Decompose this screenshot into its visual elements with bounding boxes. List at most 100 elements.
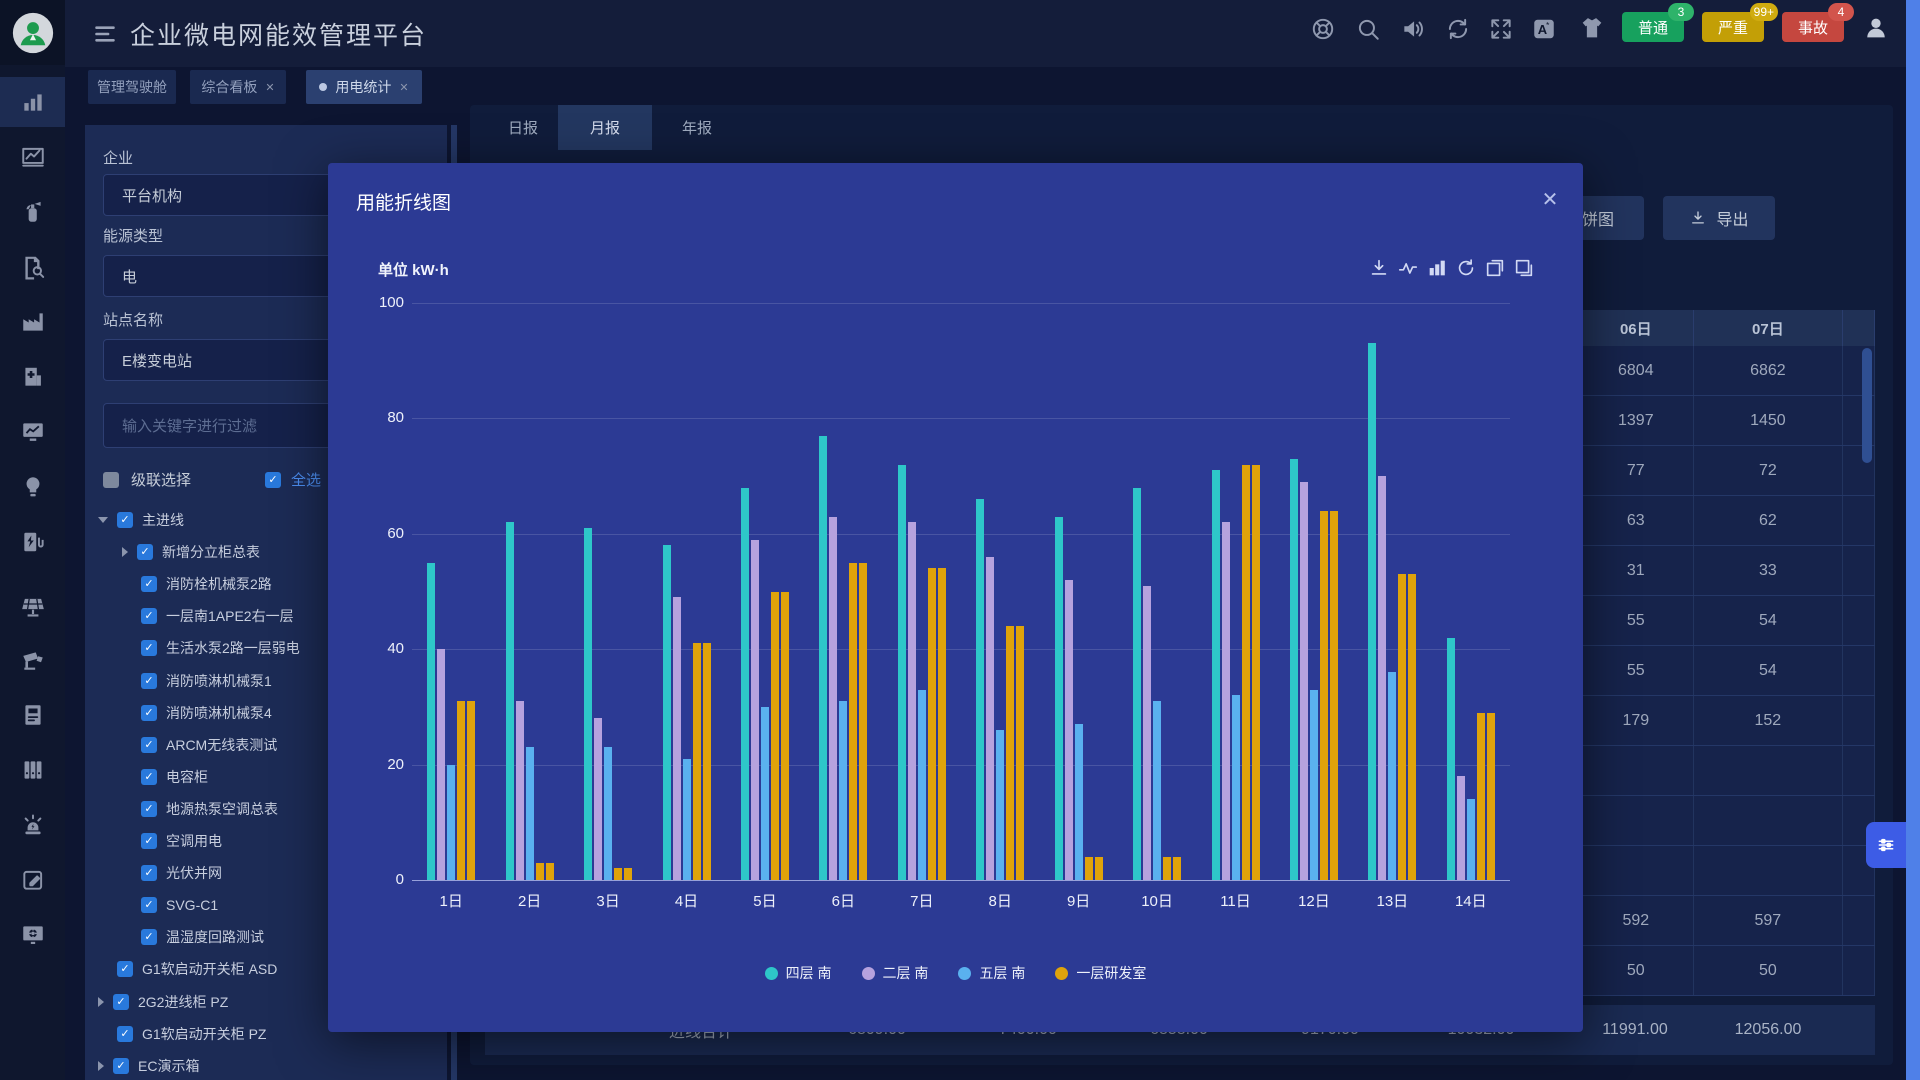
export-button[interactable]: 导出 <box>1663 196 1775 240</box>
sidebar-item-edit-pen[interactable] <box>0 855 65 905</box>
bar-二层 南-4日[interactable] <box>672 597 681 880</box>
tree-checkbox[interactable]: ✓ <box>141 576 157 593</box>
tree-checkbox[interactable]: ✓ <box>141 897 157 914</box>
cascade-checkbox-row[interactable]: ✓ 级联选择 <box>103 469 191 490</box>
bar-二层 南-11日[interactable] <box>1221 522 1230 880</box>
table-row[interactable]: 50 50 <box>1579 946 1875 996</box>
tab-yearly-report[interactable]: 年报 <box>664 105 730 150</box>
bar-一层研发室-6日[interactable] <box>849 562 858 880</box>
tree-item[interactable]: ✓ 生活水泵2路一层弱电 <box>122 632 300 664</box>
speaker-icon[interactable] <box>1400 16 1426 42</box>
sidebar-item-factory[interactable] <box>0 297 65 347</box>
bar-四层 南-14日[interactable] <box>1446 637 1455 880</box>
bar-四层 南-8日[interactable] <box>976 499 985 880</box>
table-row[interactable] <box>1579 846 1875 896</box>
tree-item[interactable]: ✓ 消防喷淋机械泵1 <box>122 665 272 697</box>
bar-一层研发室-13日[interactable] <box>1408 574 1417 880</box>
table-scrollbar[interactable] <box>1862 348 1872 463</box>
bar-一层研发室-13日[interactable] <box>1398 574 1407 880</box>
table-row[interactable] <box>1579 796 1875 846</box>
tree-expand-icon[interactable] <box>122 547 128 558</box>
bar-五层 南-4日[interactable] <box>682 758 691 880</box>
chart-line-toggle-icon[interactable] <box>1397 257 1419 279</box>
bar-五层 南-2日[interactable] <box>525 747 534 880</box>
tree-item[interactable]: ✓ 2G2进线柜 PZ <box>98 986 228 1018</box>
bar-二层 南-8日[interactable] <box>986 556 995 880</box>
breadcrumb-overview[interactable]: 综合看板 ✕ <box>190 70 286 104</box>
bar-一层研发室-1日[interactable] <box>467 701 476 880</box>
theme-shirt-icon[interactable] <box>1578 14 1606 42</box>
bar-四层 南-3日[interactable] <box>584 528 593 880</box>
bar-二层 南-7日[interactable] <box>907 522 916 880</box>
sidebar-item-binders[interactable] <box>0 745 65 795</box>
bar-二层 南-5日[interactable] <box>750 539 759 880</box>
alarm-accident-button[interactable]: 事故 4 <box>1782 3 1854 42</box>
sidebar-item-bar-chart[interactable] <box>0 77 65 127</box>
bar-一层研发室-7日[interactable] <box>927 568 936 880</box>
legend-item[interactable]: 五层 南 <box>958 963 1025 983</box>
bar-四层 南-7日[interactable] <box>897 464 906 880</box>
tree-expand-icon[interactable] <box>98 996 104 1007</box>
tree-item[interactable]: ✓ ARCM无线表测试 <box>122 729 277 761</box>
bar-二层 南-12日[interactable] <box>1299 481 1308 880</box>
bar-四层 南-12日[interactable] <box>1289 458 1298 880</box>
tree-item[interactable]: ✓ 电容柜 <box>122 761 208 793</box>
sidebar-item-cctv-camera[interactable] <box>0 635 65 685</box>
select-all-row[interactable]: ✓ 全选 <box>265 469 321 490</box>
legend-item[interactable]: 二层 南 <box>861 963 928 983</box>
translate-icon[interactable]: A * <box>1531 16 1557 42</box>
bar-四层 南-9日[interactable] <box>1054 516 1063 880</box>
menu-collapse-icon[interactable] <box>92 21 118 47</box>
bar-一层研发室-14日[interactable] <box>1486 712 1495 880</box>
bar-五层 南-13日[interactable] <box>1388 672 1397 880</box>
bar-二层 南-9日[interactable] <box>1064 579 1073 880</box>
bar-二层 南-3日[interactable] <box>594 718 603 880</box>
tree-checkbox[interactable]: ✓ <box>141 768 157 785</box>
user-icon[interactable] <box>1862 14 1890 42</box>
tree-item[interactable]: ✓ 消防喷淋机械泵4 <box>122 697 272 729</box>
bar-二层 南-13日[interactable] <box>1378 476 1387 880</box>
bar-四层 南-1日[interactable] <box>427 562 436 880</box>
sidebar-item-hospital-building[interactable] <box>0 352 65 402</box>
bar-一层研发室-4日[interactable] <box>692 643 701 880</box>
bar-五层 南-3日[interactable] <box>604 747 613 880</box>
table-row[interactable]: 63 62 <box>1579 496 1875 546</box>
bar-一层研发室-8日[interactable] <box>1006 626 1015 880</box>
bar-五层 南-8日[interactable] <box>996 729 1005 880</box>
bar-一层研发室-7日[interactable] <box>937 568 946 880</box>
col-header-06[interactable]: 06日 <box>1579 310 1694 346</box>
bar-五层 南-5日[interactable] <box>760 706 769 880</box>
tree-checkbox[interactable]: ✓ <box>141 800 157 817</box>
tree-item[interactable]: ✓ G1软启动开关柜 PZ <box>98 1018 266 1050</box>
bar-一层研发室-10日[interactable] <box>1173 856 1182 880</box>
alarm-normal-button[interactable]: 普通 3 <box>1622 3 1694 42</box>
alarm-severe-button[interactable]: 严重 99+ <box>1702 3 1778 42</box>
bar-一层研发室-11日[interactable] <box>1241 464 1250 880</box>
chart-bar-toggle-icon[interactable] <box>1426 257 1448 279</box>
tree-checkbox[interactable]: ✓ <box>137 544 153 561</box>
tree-item[interactable]: ✓ 新增分立柜总表 <box>122 536 260 568</box>
tree-checkbox[interactable]: ✓ <box>141 736 157 753</box>
tree-checkbox[interactable]: ✓ <box>141 929 157 946</box>
sidebar-item-alarm-beacon[interactable] <box>0 800 65 850</box>
bar-四层 南-11日[interactable] <box>1211 470 1220 880</box>
breadcrumb-power-stats[interactable]: 用电统计 ✕ <box>306 70 422 104</box>
tree-item[interactable]: ✓ 温湿度回路测试 <box>122 921 264 953</box>
sidebar-item-control-cabinet[interactable] <box>0 690 65 740</box>
tree-item[interactable]: ✓ 光伏并网 <box>122 857 222 889</box>
table-row[interactable]: 77 72 <box>1579 446 1875 496</box>
bar-二层 南-1日[interactable] <box>437 649 446 880</box>
help-ring-icon[interactable] <box>1310 16 1336 42</box>
tree-checkbox[interactable]: ✓ <box>141 704 157 721</box>
sync-icon[interactable] <box>1445 16 1471 42</box>
tree-checkbox[interactable]: ✓ <box>113 993 129 1010</box>
sidebar-item-trend-board[interactable] <box>0 132 65 182</box>
tree-item[interactable]: ✓ 空调用电 <box>122 825 222 857</box>
table-row[interactable]: 55 54 <box>1579 596 1875 646</box>
bar-一层研发室-12日[interactable] <box>1329 510 1338 880</box>
bar-五层 南-10日[interactable] <box>1153 701 1162 880</box>
chart-zoom-box-icon[interactable] <box>1484 257 1506 279</box>
bar-五层 南-14日[interactable] <box>1466 799 1475 880</box>
bar-一层研发室-4日[interactable] <box>702 643 711 880</box>
bar-五层 南-9日[interactable] <box>1074 724 1083 880</box>
